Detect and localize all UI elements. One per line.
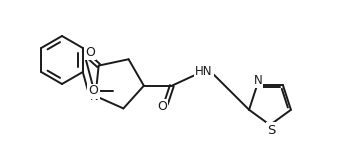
Text: O: O [85, 46, 95, 59]
Text: O: O [88, 84, 98, 98]
Text: N: N [90, 89, 99, 102]
Text: HN: HN [195, 65, 213, 78]
Text: O: O [157, 100, 167, 113]
Text: S: S [267, 123, 275, 136]
Text: N: N [254, 74, 262, 87]
